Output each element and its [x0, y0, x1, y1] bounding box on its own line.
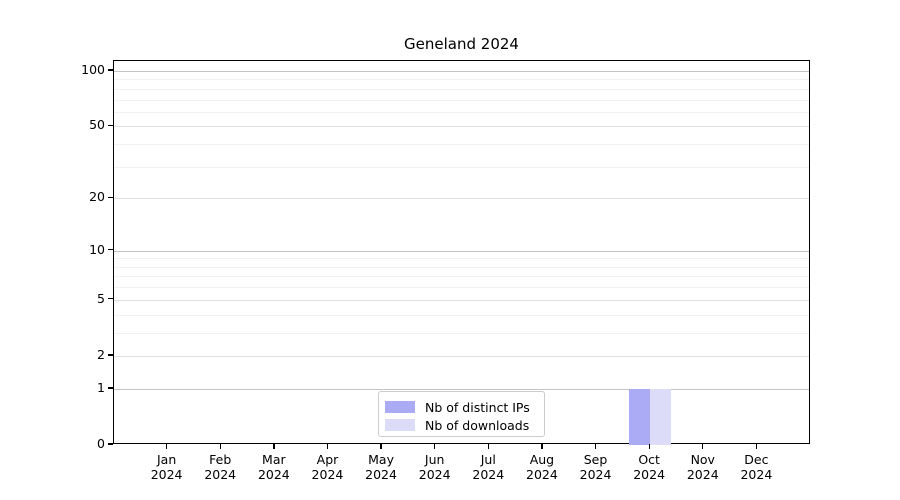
- x-tick-mark: [273, 444, 275, 449]
- x-tick-mark: [326, 444, 329, 449]
- x-tick-label: Jan 2024: [150, 452, 183, 482]
- x-tick-label: Oct 2024: [633, 452, 666, 482]
- legend-label: Nb of distinct IPs: [425, 399, 530, 415]
- major-gridline: [114, 250, 809, 252]
- minor-gridline: [114, 88, 809, 90]
- x-tick-label: Sep 2024: [579, 452, 612, 482]
- x-tick-mark: [219, 444, 221, 449]
- x-tick-mark: [755, 444, 758, 449]
- minor-gridline: [114, 287, 809, 289]
- minor-gridline: [114, 276, 809, 278]
- x-tick-label: Jul 2024: [472, 452, 505, 482]
- y-tick-label: 50: [89, 117, 105, 133]
- y-tick-mark: [108, 69, 113, 71]
- x-tick-label: Dec 2024: [740, 452, 773, 482]
- x-tick-mark: [380, 444, 382, 449]
- minor-gridline: [114, 332, 809, 334]
- legend-label: Nb of downloads: [425, 417, 530, 433]
- y-tick-label: 0: [97, 436, 105, 451]
- major-gridline: [114, 355, 809, 357]
- y-tick-mark: [108, 387, 113, 389]
- minor-gridline: [114, 111, 809, 113]
- x-tick-mark: [648, 444, 650, 449]
- y-tick-label: 2: [97, 346, 105, 362]
- x-tick-label: Feb 2024: [204, 452, 237, 482]
- y-tick-mark: [108, 249, 113, 251]
- chart-title: Geneland 2024: [404, 35, 519, 53]
- x-tick-mark: [541, 444, 543, 449]
- y-tick-mark: [108, 443, 113, 445]
- major-gridline: [114, 388, 809, 390]
- legend-item: Nb of downloads: [385, 417, 536, 433]
- bar-nb-of-distinct-ips: [629, 388, 651, 445]
- minor-gridline: [114, 144, 809, 146]
- x-tick-mark: [166, 444, 168, 449]
- major-gridline: [114, 71, 809, 72]
- minor-gridline: [114, 266, 809, 268]
- x-tick-mark: [434, 444, 436, 449]
- y-tick-mark: [108, 354, 113, 356]
- y-tick-label: 100: [81, 62, 105, 77]
- y-tick-label: 10: [89, 241, 105, 257]
- x-tick-label: Jun 2024: [418, 452, 451, 482]
- y-tick-label: 5: [97, 290, 105, 306]
- x-tick-label: Apr 2024: [311, 452, 344, 482]
- minor-gridline: [114, 79, 809, 81]
- y-tick-mark: [108, 298, 113, 300]
- minor-gridline: [114, 99, 809, 101]
- x-tick-label: Mar 2024: [257, 452, 290, 482]
- x-tick-mark: [594, 444, 597, 449]
- major-gridline: [114, 198, 809, 200]
- minor-gridline: [114, 166, 809, 168]
- x-tick-label: Aug 2024: [526, 452, 558, 482]
- bar-nb-of-downloads: [650, 388, 672, 445]
- x-tick-mark: [487, 444, 489, 449]
- plot-area: [113, 60, 810, 445]
- x-tick-mark: [702, 444, 704, 449]
- legend: Nb of distinct IPs Nb of downloads: [378, 391, 545, 437]
- y-tick-mark: [108, 196, 113, 198]
- y-tick-label: 20: [89, 189, 105, 205]
- minor-gridline: [114, 258, 809, 260]
- legend-item: Nb of distinct IPs: [385, 399, 536, 415]
- legend-swatch: [385, 419, 415, 431]
- y-tick-label: 1: [97, 379, 105, 395]
- x-tick-label: Nov 2024: [686, 452, 719, 482]
- x-tick-label: May 2024: [365, 452, 397, 482]
- major-gridline: [114, 126, 809, 128]
- major-gridline: [114, 299, 809, 301]
- y-tick-mark: [108, 124, 113, 127]
- minor-gridline: [114, 314, 809, 316]
- legend-swatch: [385, 401, 415, 413]
